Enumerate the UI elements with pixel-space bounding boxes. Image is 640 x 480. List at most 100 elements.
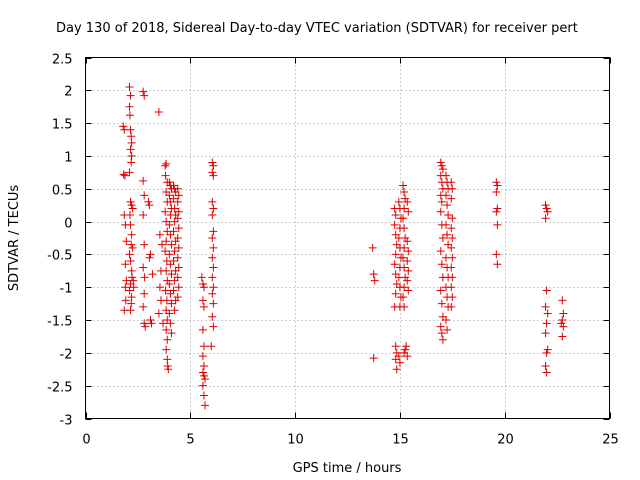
- data-point: [436, 286, 445, 295]
- data-point: [171, 296, 180, 305]
- data-point: [163, 335, 172, 344]
- data-point: [125, 211, 134, 220]
- data-point: [541, 329, 550, 338]
- data-point: [140, 289, 149, 298]
- data-point: [198, 368, 207, 377]
- data-point: [403, 256, 412, 265]
- y-tick-label: 2: [64, 85, 72, 100]
- data-point: [447, 178, 456, 187]
- data-point: [401, 194, 410, 203]
- data-point: [543, 345, 552, 354]
- data-point: [448, 273, 457, 282]
- data-point: [399, 181, 408, 190]
- data-point: [121, 283, 130, 292]
- data-point: [200, 401, 209, 410]
- data-point: [146, 316, 155, 325]
- data-point: [400, 243, 409, 252]
- data-point: [209, 243, 218, 252]
- data-point: [391, 211, 400, 220]
- data-point: [199, 283, 208, 292]
- data-point: [493, 260, 502, 269]
- data-point: [541, 214, 550, 223]
- data-point: [447, 283, 456, 292]
- data-points: [119, 83, 568, 410]
- data-point: [155, 283, 164, 292]
- y-tick-label: 1.5: [52, 118, 73, 133]
- data-point: [167, 329, 176, 338]
- data-point: [557, 319, 566, 328]
- data-point: [209, 227, 218, 236]
- data-point: [144, 197, 153, 206]
- data-point: [207, 342, 216, 351]
- data-point: [174, 191, 183, 200]
- data-point: [165, 178, 174, 187]
- data-point: [438, 234, 447, 242]
- data-point: [403, 276, 412, 285]
- data-point: [492, 207, 501, 216]
- data-point: [127, 201, 136, 210]
- data-point: [404, 266, 413, 275]
- data-point: [391, 342, 400, 351]
- data-point: [139, 211, 148, 220]
- data-point: [541, 302, 550, 311]
- data-point: [162, 159, 171, 168]
- y-tick-label: -1.5: [47, 315, 72, 330]
- data-point: [200, 375, 209, 384]
- data-point: [140, 91, 149, 100]
- data-point: [166, 319, 175, 328]
- data-point: [436, 207, 445, 216]
- data-point: [438, 165, 447, 174]
- data-point: [174, 283, 183, 292]
- data-point: [404, 247, 413, 256]
- data-point: [444, 211, 453, 220]
- data-point: [390, 260, 399, 269]
- data-point: [173, 253, 182, 262]
- y-tick-label: 2.5: [52, 53, 73, 68]
- x-tick-label: 25: [602, 433, 619, 448]
- data-point: [147, 319, 156, 328]
- data-point: [448, 253, 457, 262]
- data-point: [125, 83, 134, 92]
- data-point: [400, 283, 409, 292]
- data-point: [392, 348, 401, 357]
- data-point: [208, 273, 217, 282]
- data-point: [126, 306, 135, 315]
- data-point: [401, 273, 410, 282]
- data-point: [369, 270, 378, 279]
- data-point: [169, 181, 178, 190]
- x-axis-label: GPS time / hours: [293, 461, 402, 476]
- data-point: [165, 279, 174, 288]
- data-point: [402, 342, 411, 351]
- data-point: [174, 263, 183, 272]
- data-point: [140, 273, 149, 282]
- data-point: [208, 211, 217, 220]
- data-point: [442, 220, 451, 229]
- data-point: [158, 240, 167, 249]
- data-point: [140, 240, 149, 249]
- data-point: [120, 171, 129, 180]
- data-point: [399, 293, 408, 302]
- data-point: [162, 237, 171, 246]
- data-point: [173, 273, 182, 282]
- data-point: [161, 286, 170, 295]
- data-point: [209, 322, 218, 331]
- data-point: [127, 158, 136, 167]
- data-point: [154, 309, 163, 318]
- data-point: [400, 188, 409, 197]
- data-point: [437, 299, 446, 308]
- data-point: [170, 204, 179, 213]
- data-point: [209, 161, 218, 170]
- data-point: [199, 302, 208, 311]
- data-point: [442, 316, 451, 325]
- data-point: [127, 230, 136, 239]
- data-point: [122, 237, 131, 246]
- data-point: [542, 319, 551, 328]
- data-point: [128, 243, 137, 252]
- data-point: [128, 204, 137, 213]
- data-point: [403, 237, 412, 246]
- data-point: [140, 191, 149, 200]
- x-tick-label: 20: [497, 433, 514, 448]
- data-point: [162, 266, 171, 275]
- data-point: [368, 243, 377, 252]
- data-point: [437, 329, 446, 338]
